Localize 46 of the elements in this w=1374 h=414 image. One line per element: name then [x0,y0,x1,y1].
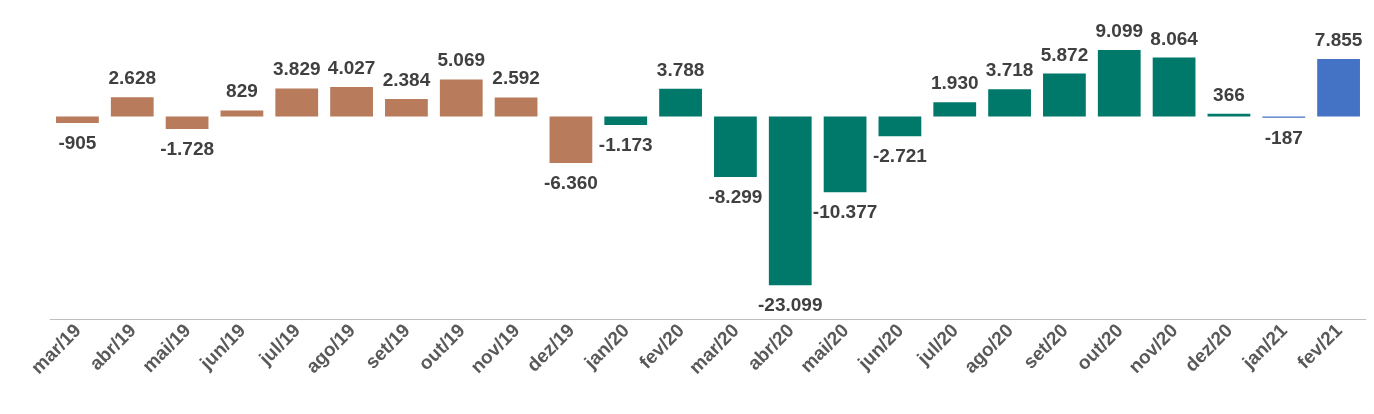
data-label: 2.628 [108,67,157,89]
data-label: -1.173 [598,134,653,156]
data-label: 3.829 [272,58,321,80]
bar [1043,73,1086,117]
data-label: 7.855 [1314,29,1363,51]
data-label: 8.064 [1150,27,1199,49]
data-label: 5.872 [1040,43,1089,65]
bar [768,116,812,286]
bar [714,116,757,178]
bar [56,116,99,124]
data-label: -8.299 [708,186,763,208]
data-label: -10.377 [812,201,878,223]
bar [1317,59,1360,117]
bar [1152,57,1196,117]
data-label: 4.027 [327,57,376,79]
data-label: -187 [1264,126,1303,148]
bar [439,79,483,117]
bar [604,116,648,126]
bar [823,116,867,193]
bar [549,116,593,163]
data-label: 366 [1213,83,1245,105]
data-label: 5.069 [437,49,486,71]
bar [988,89,1031,117]
data-label: 829 [226,80,258,102]
data-label: -23.099 [758,294,823,316]
data-label: 3.718 [985,59,1034,81]
data-label: -6.360 [543,171,598,193]
data-label: 2.592 [492,67,540,89]
bar [933,102,977,117]
data-label: -905 [58,132,97,154]
bar [494,97,538,117]
bar [165,116,209,130]
data-label: -1.728 [160,138,215,160]
bar [878,116,922,137]
bar [385,99,428,117]
data-label: 3.788 [656,58,705,80]
bar [275,88,319,117]
data-label: -2.721 [872,145,928,167]
data-label: 1.930 [930,72,979,94]
bar [330,87,373,117]
bar [220,110,264,117]
data-label: 2.384 [382,69,431,91]
bar [659,88,702,117]
bar [110,97,154,117]
data-label: 9.099 [1095,19,1144,41]
bar [1097,49,1141,117]
